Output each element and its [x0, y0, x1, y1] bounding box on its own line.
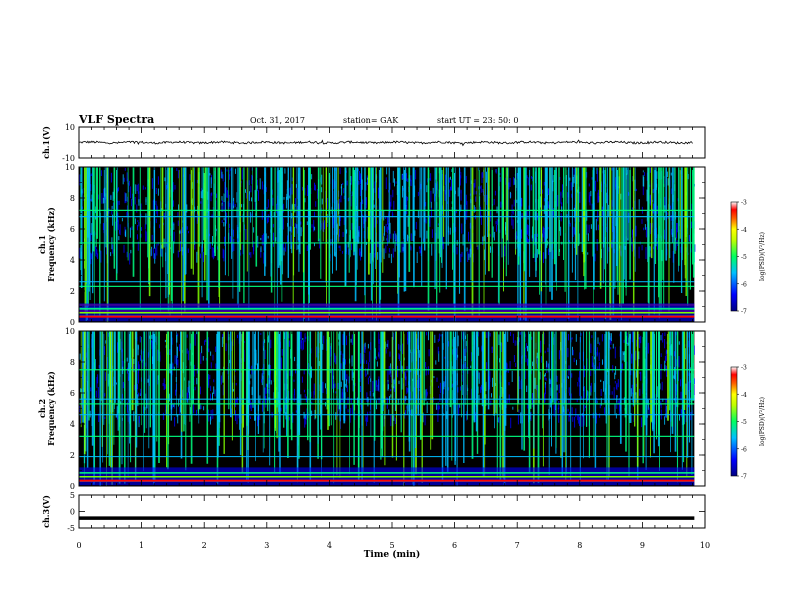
ch2-spectrogram-ylabel: ch.2	[37, 399, 47, 418]
ch1-spectrogram-ytick-label: 0	[70, 318, 75, 327]
ch1-waveform-ylabel: ch.1(V)	[41, 126, 51, 159]
ch1-spectrogram-ytick-label: 6	[70, 225, 75, 234]
ch1-colorbar-label: log(PSD)(V²/Hz)	[759, 232, 766, 281]
ch1-spectrogram-ylabel: Frequency (kHz)	[46, 207, 56, 282]
figure-date: Oct. 31, 2017	[250, 116, 305, 125]
time-axis-label: Time (min)	[364, 549, 421, 560]
ch2-colorbar-tick-label: -5	[741, 419, 747, 426]
time-axis: 0 1 2 3 4 5 6 7 8 9 10	[76, 541, 710, 550]
ch1-colorbar-tick-label: -5	[741, 254, 747, 261]
ch2-spectrogram-ytick-label: 4	[70, 420, 75, 429]
ch2-spectrogram-ytick-label: 8	[70, 358, 75, 367]
ch1-spectrogram-ylabel: ch.1	[37, 235, 47, 254]
ch2-spectrogram-ytick-label: 10	[65, 327, 75, 336]
ch3-waveform-ylabel: ch.3(V)	[41, 495, 51, 528]
ch2-colorbar: -3 -4 -5 -6 -7 log(PSD)(V²/Hz)	[730, 365, 766, 481]
time-tick-label: 7	[515, 541, 520, 550]
ch2-colorbar-tick-label: -3	[741, 365, 747, 372]
ch1-colorbar-tick-label: -6	[741, 281, 747, 288]
ch3-waveform-ytick-label: 0	[70, 508, 75, 517]
ch1-colorbar-gradient	[730, 201, 738, 312]
time-tick-label: 1	[139, 541, 144, 550]
ch2-spectrogram-ytick-label: 2	[70, 451, 75, 460]
time-tick-label: 3	[264, 541, 269, 550]
figure-station: station= GAK	[343, 116, 399, 125]
time-tick-label: 4	[327, 541, 332, 550]
time-tick-label: 9	[640, 541, 645, 550]
ch1-waveform-line	[78, 139, 693, 147]
ch1-spectrogram-ytick-label: 4	[70, 256, 75, 265]
time-tick-label: 5	[389, 541, 394, 550]
figure-start-time: start UT = 23: 50: 0	[437, 116, 518, 125]
time-tick-label: 6	[452, 541, 457, 550]
ch1-colorbar-tick-label: -4	[741, 227, 747, 234]
time-tick-label: 0	[76, 541, 81, 550]
ch3-waveform-ytick-label: 5	[70, 491, 75, 500]
time-tick-label: 10	[700, 541, 710, 550]
ch2-colorbar-gradient	[730, 366, 738, 477]
ch1-colorbar: -3 -4 -5 -6 -7 log(PSD)(V²/Hz)	[730, 200, 766, 316]
ch1-waveform-ytick-label: -10	[62, 154, 75, 163]
ch2-spectrogram-panel: 0 2 4 6 8 10 ch.2 Frequency (kHz)	[37, 327, 706, 491]
time-tick-label: 2	[202, 541, 207, 550]
ch2-spectrogram-ylabel: Frequency (kHz)	[46, 371, 56, 446]
ch2-colorbar-tick-label: -4	[741, 392, 747, 399]
ch2-colorbar-label: log(PSD)(V²/Hz)	[759, 397, 766, 446]
ch1-spectrogram-ytick-label: 10	[65, 163, 75, 172]
figure-title: VLF Spectra	[78, 113, 154, 126]
ch2-colorbar-tick-label: -6	[741, 446, 747, 453]
ch2-spectrogram-ytick-label: 0	[70, 482, 75, 491]
ch1-spectrogram-ytick-label: 8	[70, 194, 75, 203]
ch3-waveform-ytick-label: -5	[67, 524, 75, 533]
ch1-colorbar-tick-label: -3	[741, 200, 747, 207]
ch3-waveform-panel: 5 0 -5 ch.3(V)	[41, 491, 706, 533]
ch1-colorbar-tick-label: -7	[741, 309, 747, 316]
ch1-waveform-ytick-label: 10	[65, 123, 75, 132]
ch1-spectrogram-ytick-label: 2	[70, 287, 75, 296]
ch1-spectrogram-panel: 0 2 4 6 8 10 ch.1 Frequency (kHz)	[37, 163, 706, 327]
ch1-waveform-panel: 10 -10 ch.1(V)	[41, 123, 706, 163]
ch2-colorbar-tick-label: -7	[741, 474, 747, 481]
ch2-spectrogram-ytick-label: 6	[70, 389, 75, 398]
time-tick-label: 8	[577, 541, 582, 550]
